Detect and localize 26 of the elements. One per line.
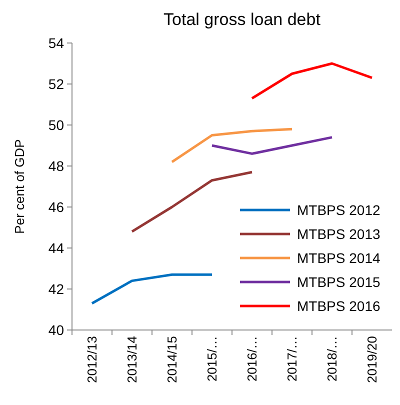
y-tick-label: 52 — [48, 76, 64, 92]
y-tick-label: 48 — [48, 158, 64, 174]
y-tick-label: 46 — [48, 198, 64, 215]
x-tick-label: 2012/13 — [84, 336, 100, 383]
legend-label: MTBPS 2013 — [297, 226, 380, 242]
legend-label: MTBPS 2014 — [297, 250, 380, 266]
line-series — [130, 170, 254, 233]
y-tick-label: 42 — [48, 280, 64, 297]
x-tick-label: 2017/… — [284, 336, 300, 382]
x-tick-label: 2015/… — [204, 336, 220, 382]
y-tick-label: 40 — [48, 322, 64, 338]
y-tick-label: 44 — [48, 240, 64, 256]
legend-label: MTBPS 2016 — [297, 298, 380, 314]
y-tick-label: 50 — [48, 116, 64, 133]
line-series — [250, 62, 374, 100]
line-series — [170, 128, 294, 164]
legend-label: MTBPS 2015 — [297, 274, 380, 290]
legend-label: MTBPS 2012 — [297, 202, 380, 218]
x-tick-label: 2014/15 — [164, 336, 180, 383]
x-tick-label: 2016/… — [244, 336, 260, 382]
chart-title: Total gross loan debt — [164, 10, 321, 29]
x-tick-label: 2019/20 — [364, 336, 380, 383]
x-tick-label: 2018/… — [324, 336, 340, 382]
y-axis-title: Per cent of GDP — [12, 139, 27, 234]
x-tick-label: 2013/14 — [124, 336, 140, 383]
y-tick-label: 54 — [48, 34, 64, 51]
